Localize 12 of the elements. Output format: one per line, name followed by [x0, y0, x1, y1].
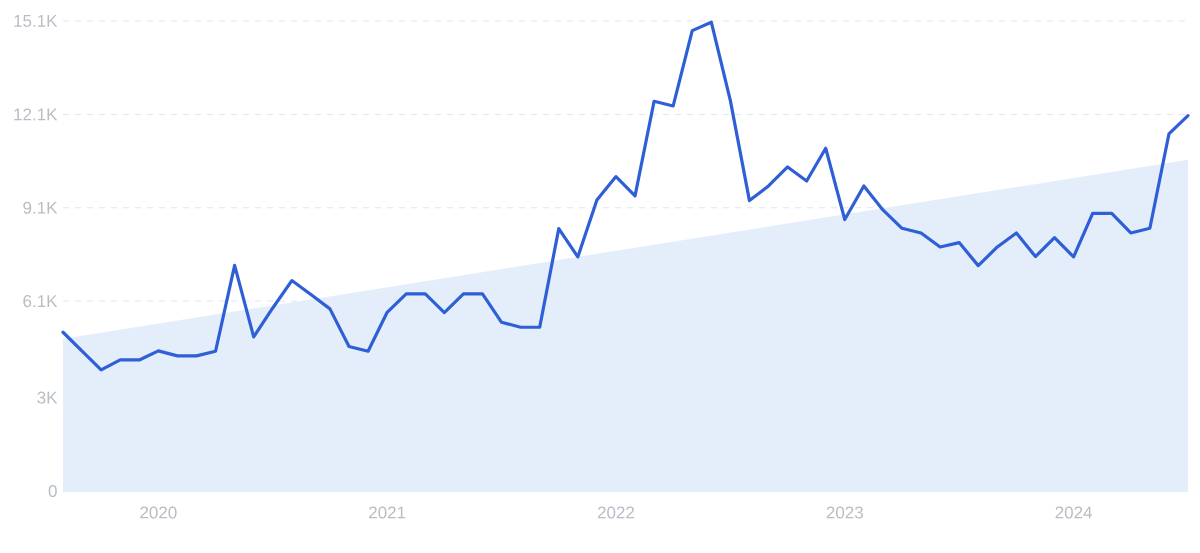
x-tick-label: 2022	[597, 506, 635, 519]
y-tick-label: 3K	[37, 391, 58, 404]
y-tick-label: 12.1K	[14, 108, 58, 121]
x-tick-label: 2023	[826, 506, 863, 519]
y-tick-label: 9.1K	[23, 201, 58, 214]
y-tick-label: 0	[48, 484, 57, 498]
x-tick-label: 2021	[369, 506, 406, 519]
y-tick-label: 15.1K	[14, 15, 58, 27]
x-tick-label: 2020	[140, 506, 177, 519]
line-series	[61, 20, 1190, 372]
y-tick-label: 6.1K	[23, 295, 58, 308]
x-tick-label: 2024	[1055, 506, 1092, 519]
